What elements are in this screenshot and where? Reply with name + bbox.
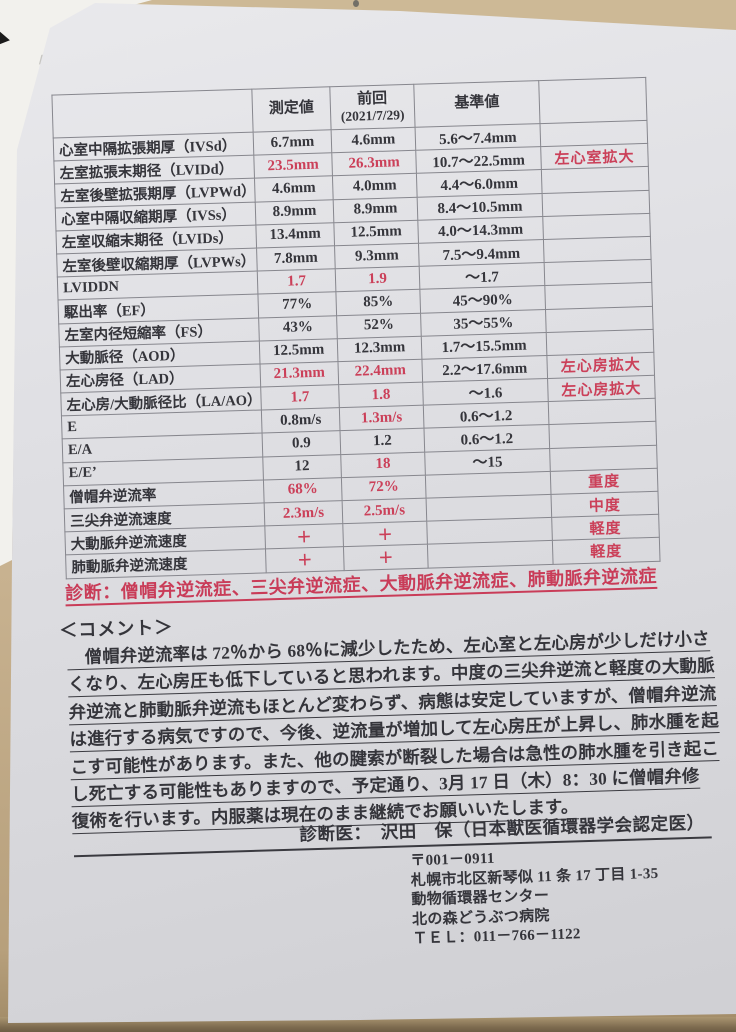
abnormal-note <box>548 421 657 449</box>
abnormal-note <box>549 444 658 472</box>
abnormal-note: 軽度 <box>552 537 661 564</box>
abnormal-note <box>541 166 650 194</box>
measured-value: 21.3mm <box>260 361 339 388</box>
measured-value: 7.8mm <box>256 245 336 272</box>
measured-value: 43% <box>258 315 338 341</box>
abnormal-note <box>546 329 654 356</box>
header-note-empty <box>538 77 647 124</box>
comment-title: ＜コメント＞ <box>59 617 174 641</box>
abnormal-note <box>548 398 656 425</box>
previous-value: 85% <box>335 289 421 316</box>
previous-value: 9.3mm <box>334 243 420 269</box>
measured-value: ＋ <box>265 546 345 573</box>
abnormal-note <box>539 120 648 147</box>
previous-value: 72% <box>341 474 427 501</box>
abnormal-note <box>543 236 652 263</box>
abnormal-note: 重度 <box>550 468 658 495</box>
previous-value: 1.2 <box>340 428 425 455</box>
measured-value: 8.9mm <box>255 199 334 225</box>
measured-value: 1.7 <box>260 384 340 411</box>
previous-value: 12.5mm <box>333 220 419 246</box>
measured-value: 12 <box>262 454 342 480</box>
abnormal-note <box>544 282 653 310</box>
measured-value: 13.4mm <box>255 222 335 248</box>
abnormal-note <box>542 213 651 240</box>
header-previous-date: (2021/7/29) <box>340 106 405 124</box>
previous-value: 18 <box>340 451 426 478</box>
measured-value: 0.9 <box>262 431 341 457</box>
abnormal-note <box>542 189 650 217</box>
previous-value: 26.3mm <box>331 150 417 177</box>
previous-value: 1.3m/s <box>339 405 424 432</box>
header-previous: 前回 (2021/7/29) <box>329 84 416 130</box>
previous-value: 12.3mm <box>337 335 422 362</box>
previous-value: 52% <box>336 312 422 339</box>
measured-value: 4.6mm <box>254 176 334 202</box>
abnormal-note: 中度 <box>551 491 659 518</box>
abnormal-note <box>544 259 652 286</box>
comment-body: 僧帽弁逆流率は 72％から 68％に減少したため、左心室と左心房が少しだけ小さく… <box>66 625 722 836</box>
previous-value: 4.0mm <box>332 173 418 200</box>
abnormal-note <box>545 305 654 333</box>
header-measured: 測定値 <box>251 86 332 133</box>
previous-value: 1.9 <box>335 266 420 293</box>
previous-value: 22.4mm <box>337 359 423 385</box>
header-reference: 基準値 <box>413 80 540 128</box>
measured-value: 1.7 <box>257 268 336 295</box>
echo-measurements-table: 測定値 前回 (2021/7/29) 基準値 心室中隔拡張期厚（IVSd） 6.7… <box>51 77 661 579</box>
previous-value: ＋ <box>343 544 429 571</box>
previous-value: 4.6mm <box>331 127 416 153</box>
measured-value: 0.8m/s <box>261 407 341 434</box>
measured-value: 77% <box>257 292 337 318</box>
measured-value: 2.3m/s <box>264 500 343 527</box>
header-parameter-empty <box>51 89 254 139</box>
reference-range <box>427 540 554 568</box>
previous-value: 2.5m/s <box>342 498 427 524</box>
measured-value: 6.7mm <box>253 129 332 156</box>
measured-value: ＋ <box>264 523 344 550</box>
measured-value: 12.5mm <box>259 338 338 364</box>
measured-value: 23.5mm <box>253 152 333 179</box>
staple-dot <box>353 0 359 7</box>
abnormal-note: 左心室拡大 <box>540 143 649 170</box>
abnormal-note: 左心房拡大 <box>546 352 655 379</box>
previous-value: ＋ <box>342 521 428 547</box>
previous-value: 1.8 <box>338 382 424 408</box>
previous-value: 8.9mm <box>333 196 418 223</box>
abnormal-note: 軽度 <box>551 514 660 541</box>
measured-value: 68% <box>263 477 343 503</box>
clinic-address-block: 〒001－0911 札幌市北区新琴似 11 条 17 丁目 1-35 動物循環器セン… <box>410 845 660 950</box>
abnormal-note: 左心房拡大 <box>547 375 656 402</box>
